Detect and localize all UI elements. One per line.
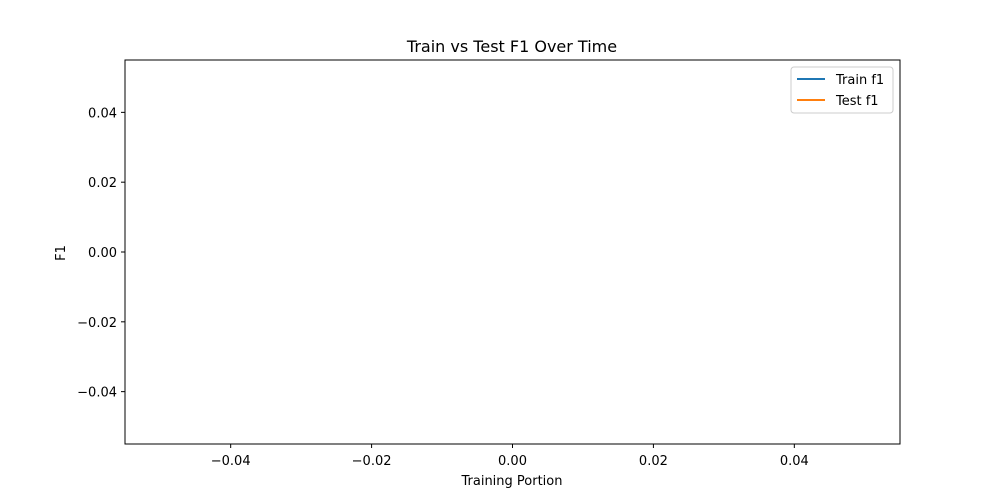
y-tick-label: 0.02 (88, 176, 117, 191)
y-tick-label: −0.02 (77, 316, 117, 331)
x-tick-label: 0.00 (498, 454, 527, 469)
x-tick-label: 0.04 (780, 454, 809, 469)
legend: Train f1 Test f1 (790, 66, 894, 114)
y-tick-label: −0.04 (77, 386, 117, 401)
y-axis-ticks: −0.04 −0.02 0.00 0.02 0.04 (77, 106, 125, 401)
x-tick-label: −0.04 (211, 454, 251, 469)
chart-title: Train vs Test F1 Over Time (406, 37, 617, 56)
x-axis-label: Training Portion (460, 474, 562, 489)
y-axis-label: F1 (54, 245, 69, 261)
y-tick-label: 0.04 (88, 106, 117, 121)
x-axis-ticks: −0.04 −0.02 0.00 0.02 0.04 (211, 444, 809, 469)
y-tick-label: 0.00 (88, 246, 117, 261)
legend-label: Train f1 (835, 73, 884, 88)
x-tick-label: 0.02 (639, 454, 668, 469)
legend-label: Test f1 (835, 94, 879, 109)
x-tick-label: −0.02 (352, 454, 392, 469)
